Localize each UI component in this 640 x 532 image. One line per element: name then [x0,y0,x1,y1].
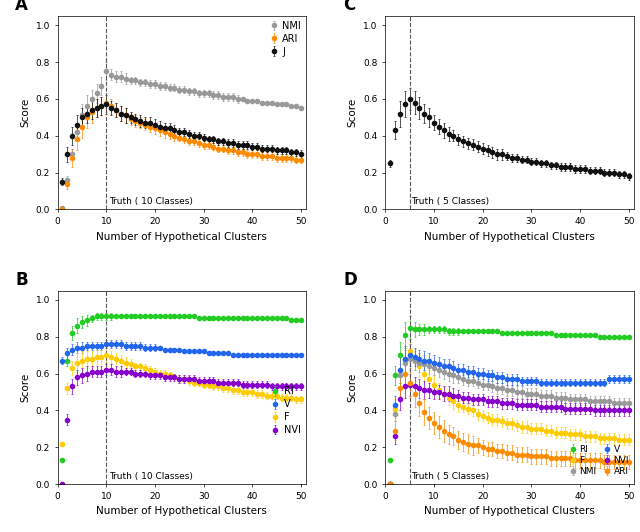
Text: Truth ( 10 Classes): Truth ( 10 Classes) [109,471,193,480]
X-axis label: Number of Hypothetical Clusters: Number of Hypothetical Clusters [424,231,595,242]
Legend: NMI, ARI, J: NMI, ARI, J [269,21,301,56]
Text: B: B [15,271,28,289]
X-axis label: Number of Hypothetical Clusters: Number of Hypothetical Clusters [96,506,267,517]
Legend: RI, V, F, NVI: RI, V, F, NVI [271,386,301,435]
Text: C: C [343,0,355,14]
X-axis label: Number of Hypothetical Clusters: Number of Hypothetical Clusters [424,506,595,517]
Y-axis label: Score: Score [348,373,358,402]
Text: Truth ( 10 Classes): Truth ( 10 Classes) [109,197,193,206]
Y-axis label: Score: Score [20,98,30,127]
Text: A: A [15,0,28,14]
Legend: RI, F, NMI, V, NVI, ARI: RI, F, NMI, V, NVI, ARI [570,445,629,476]
Text: Truth ( 5 Classes): Truth ( 5 Classes) [411,197,489,206]
X-axis label: Number of Hypothetical Clusters: Number of Hypothetical Clusters [96,231,267,242]
Y-axis label: Score: Score [348,98,358,127]
Text: Truth ( 5 Classes): Truth ( 5 Classes) [411,471,489,480]
Y-axis label: Score: Score [20,373,30,402]
Text: D: D [343,271,357,289]
